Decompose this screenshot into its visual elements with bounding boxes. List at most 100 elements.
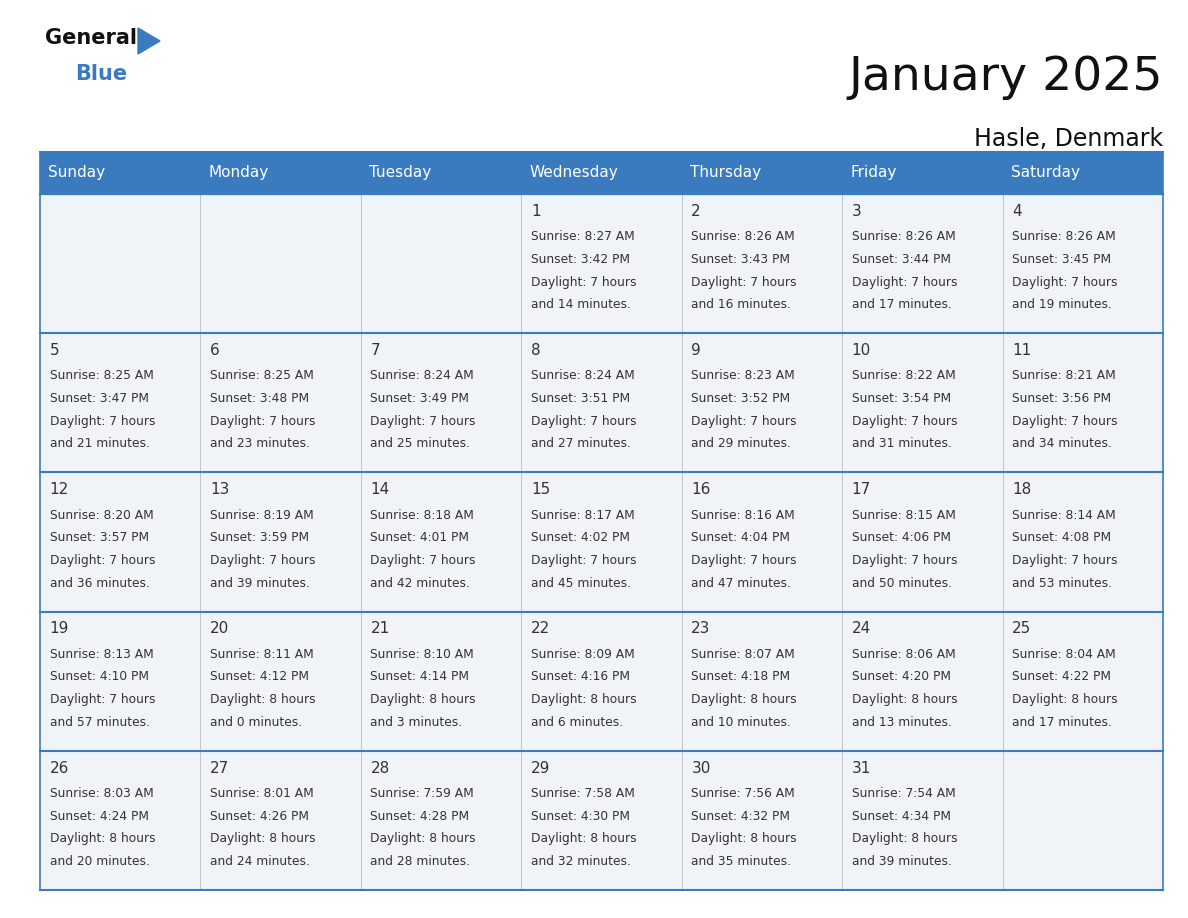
Text: Sunset: 4:04 PM: Sunset: 4:04 PM <box>691 532 790 544</box>
Text: Tuesday: Tuesday <box>369 165 431 181</box>
Text: and 47 minutes.: and 47 minutes. <box>691 577 791 589</box>
Text: Daylight: 7 hours: Daylight: 7 hours <box>531 415 637 428</box>
Text: and 34 minutes.: and 34 minutes. <box>1012 438 1112 451</box>
Text: 3: 3 <box>852 204 861 218</box>
Text: Sunrise: 8:26 AM: Sunrise: 8:26 AM <box>852 230 955 243</box>
Text: Sunset: 3:56 PM: Sunset: 3:56 PM <box>1012 392 1111 405</box>
Text: and 39 minutes.: and 39 minutes. <box>210 577 310 589</box>
Text: Sunset: 4:08 PM: Sunset: 4:08 PM <box>1012 532 1111 544</box>
Bar <box>201 152 361 194</box>
Bar <box>361 473 522 611</box>
Text: Daylight: 8 hours: Daylight: 8 hours <box>691 693 797 706</box>
Text: Sunrise: 8:15 AM: Sunrise: 8:15 AM <box>852 509 955 521</box>
Bar <box>201 473 361 611</box>
Text: Daylight: 8 hours: Daylight: 8 hours <box>210 833 316 845</box>
Text: and 29 minutes.: and 29 minutes. <box>691 438 791 451</box>
Text: Daylight: 7 hours: Daylight: 7 hours <box>852 415 958 428</box>
Bar <box>522 152 682 194</box>
Text: Sunset: 3:45 PM: Sunset: 3:45 PM <box>1012 252 1111 266</box>
Text: and 28 minutes.: and 28 minutes. <box>371 855 470 868</box>
Bar <box>1003 152 1163 194</box>
Text: and 10 minutes.: and 10 minutes. <box>691 716 791 729</box>
Bar <box>682 194 842 333</box>
Text: Daylight: 7 hours: Daylight: 7 hours <box>1012 554 1118 567</box>
Text: Daylight: 7 hours: Daylight: 7 hours <box>50 693 156 706</box>
Bar <box>522 194 682 333</box>
Text: 16: 16 <box>691 482 710 498</box>
Text: 21: 21 <box>371 621 390 636</box>
Text: Sunrise: 8:10 AM: Sunrise: 8:10 AM <box>371 648 474 661</box>
Bar <box>682 473 842 611</box>
Text: and 36 minutes.: and 36 minutes. <box>50 577 150 589</box>
Bar <box>522 333 682 473</box>
Bar <box>522 751 682 890</box>
Text: Sunset: 3:54 PM: Sunset: 3:54 PM <box>852 392 950 405</box>
Text: January 2025: January 2025 <box>848 55 1163 100</box>
Text: Sunrise: 8:26 AM: Sunrise: 8:26 AM <box>1012 230 1116 243</box>
Bar <box>842 152 1003 194</box>
Text: Friday: Friday <box>851 165 897 181</box>
Text: Daylight: 7 hours: Daylight: 7 hours <box>691 415 797 428</box>
Text: 4: 4 <box>1012 204 1022 218</box>
Bar <box>842 333 1003 473</box>
Text: Daylight: 7 hours: Daylight: 7 hours <box>852 554 958 567</box>
Text: 30: 30 <box>691 760 710 776</box>
Text: Sunset: 4:14 PM: Sunset: 4:14 PM <box>371 670 469 684</box>
Text: Daylight: 7 hours: Daylight: 7 hours <box>691 275 797 288</box>
Bar <box>1003 611 1163 751</box>
Bar <box>1003 194 1163 333</box>
Text: Sunset: 3:42 PM: Sunset: 3:42 PM <box>531 252 630 266</box>
Text: Daylight: 8 hours: Daylight: 8 hours <box>371 833 476 845</box>
Bar <box>682 152 842 194</box>
Text: Daylight: 7 hours: Daylight: 7 hours <box>531 275 637 288</box>
Text: Daylight: 7 hours: Daylight: 7 hours <box>50 554 156 567</box>
Text: 27: 27 <box>210 760 229 776</box>
Text: Sunset: 4:16 PM: Sunset: 4:16 PM <box>531 670 630 684</box>
Text: and 17 minutes.: and 17 minutes. <box>852 298 952 311</box>
Bar <box>201 194 361 333</box>
Text: Sunset: 3:51 PM: Sunset: 3:51 PM <box>531 392 630 405</box>
Text: Daylight: 7 hours: Daylight: 7 hours <box>852 275 958 288</box>
Text: Sunset: 3:48 PM: Sunset: 3:48 PM <box>210 392 309 405</box>
Bar <box>201 333 361 473</box>
Text: Sunrise: 8:20 AM: Sunrise: 8:20 AM <box>50 509 153 521</box>
Text: Sunrise: 8:09 AM: Sunrise: 8:09 AM <box>531 648 634 661</box>
Text: General: General <box>45 28 137 48</box>
Text: and 45 minutes.: and 45 minutes. <box>531 577 631 589</box>
Bar <box>1003 333 1163 473</box>
Text: 24: 24 <box>852 621 871 636</box>
Text: Sunset: 3:49 PM: Sunset: 3:49 PM <box>371 392 469 405</box>
Text: Sunset: 4:20 PM: Sunset: 4:20 PM <box>852 670 950 684</box>
Bar <box>361 611 522 751</box>
Text: Sunrise: 7:58 AM: Sunrise: 7:58 AM <box>531 787 634 800</box>
Bar <box>842 194 1003 333</box>
Text: Wednesday: Wednesday <box>530 165 618 181</box>
Bar <box>522 611 682 751</box>
Text: 1: 1 <box>531 204 541 218</box>
Text: Daylight: 8 hours: Daylight: 8 hours <box>531 693 637 706</box>
Text: and 16 minutes.: and 16 minutes. <box>691 298 791 311</box>
Text: Sunrise: 8:21 AM: Sunrise: 8:21 AM <box>1012 369 1116 383</box>
Text: Sunset: 3:44 PM: Sunset: 3:44 PM <box>852 252 950 266</box>
Text: Sunrise: 7:54 AM: Sunrise: 7:54 AM <box>852 787 955 800</box>
Text: 8: 8 <box>531 343 541 358</box>
Text: Sunset: 4:32 PM: Sunset: 4:32 PM <box>691 810 790 823</box>
Text: Sunset: 4:26 PM: Sunset: 4:26 PM <box>210 810 309 823</box>
Text: 11: 11 <box>1012 343 1031 358</box>
Text: Monday: Monday <box>208 165 268 181</box>
Text: Daylight: 7 hours: Daylight: 7 hours <box>210 415 316 428</box>
Text: Sunrise: 8:24 AM: Sunrise: 8:24 AM <box>371 369 474 383</box>
Text: and 0 minutes.: and 0 minutes. <box>210 716 302 729</box>
Text: and 39 minutes.: and 39 minutes. <box>852 855 952 868</box>
Text: Daylight: 8 hours: Daylight: 8 hours <box>531 833 637 845</box>
Text: 25: 25 <box>1012 621 1031 636</box>
Bar <box>1003 751 1163 890</box>
Text: Sunrise: 8:04 AM: Sunrise: 8:04 AM <box>1012 648 1116 661</box>
Text: and 25 minutes.: and 25 minutes. <box>371 438 470 451</box>
Text: Thursday: Thursday <box>690 165 760 181</box>
Text: Sunrise: 8:03 AM: Sunrise: 8:03 AM <box>50 787 153 800</box>
Text: Sunset: 3:59 PM: Sunset: 3:59 PM <box>210 532 309 544</box>
Text: Sunrise: 8:24 AM: Sunrise: 8:24 AM <box>531 369 634 383</box>
Text: Blue: Blue <box>75 64 127 84</box>
Text: Sunday: Sunday <box>48 165 106 181</box>
